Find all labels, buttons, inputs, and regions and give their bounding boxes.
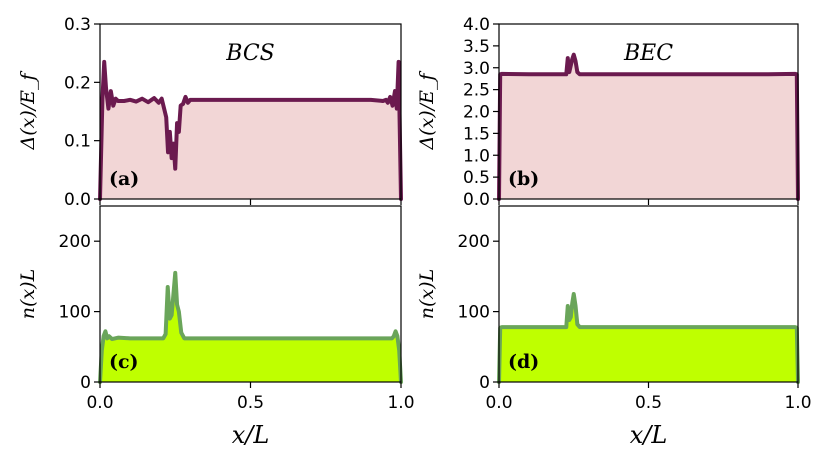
panel-c-x-ticks: 0.0 0.5 1.0	[86, 382, 415, 413]
panel-a-x-ticks	[99, 199, 402, 205]
panel-b-y-label: Δ(x)/E_f	[416, 71, 438, 151]
panel-b-area-fill	[499, 54, 798, 199]
panel-c-x-tick-label: 1.0	[387, 393, 414, 413]
panel-c-area-fill	[100, 272, 401, 382]
panel-c-density-bcs: 0 100 200 0.0 0.5 1.0 n(x)L (c)	[17, 205, 415, 413]
panel-b-x-ticks	[498, 199, 799, 205]
panel-d-label: (d)	[508, 351, 539, 373]
panel-c-y-label: n(x)L	[17, 269, 39, 319]
panel-a-y-tick-label: 0.0	[64, 190, 91, 210]
panel-b-y-tick-label: 0.0	[463, 190, 490, 210]
panel-a-area-fill	[100, 61, 401, 199]
panel-b-y-tick-label: 2.0	[463, 103, 490, 123]
panel-b-y-ticks: 0.00.51.01.52.02.53.03.54.0	[463, 15, 499, 210]
panel-b-gap-line	[497, 52, 800, 201]
panel-b-title: BEC	[623, 41, 673, 66]
panel-b-y-tick-label: 1.0	[463, 146, 490, 166]
panel-b-y-tick-label: 1.5	[463, 124, 490, 144]
panel-a-gap-bcs: 0.0 0.1 0.2 0.3 Δ(x)/E_f BCS (a)	[17, 15, 403, 210]
panel-a-y-tick-label: 0.3	[64, 15, 91, 35]
panel-d-y-label: n(x)L	[416, 269, 438, 319]
panel-d-y-tick-label: 100	[458, 303, 490, 323]
panel-d-y-tick-label: 0	[479, 373, 490, 393]
panel-d-x-tick-label: 0.0	[485, 393, 512, 413]
panel-a-y-tick-label: 0.2	[64, 73, 91, 93]
panel-d-x-tick-label: 1.0	[784, 393, 811, 413]
panel-d-density-bec: 0 100 200 0.0 0.5 1.0 n(x)L (d)	[416, 205, 812, 413]
panel-c-y-tick-label: 100	[59, 303, 91, 323]
panel-c-label: (c)	[109, 351, 139, 373]
panel-d-y-ticks: 0 100 200	[458, 232, 499, 393]
panel-a-gap-line	[98, 59, 403, 201]
panel-d-x-ticks: 0.0 0.5 1.0	[485, 382, 812, 413]
panel-c-density-line	[98, 270, 403, 384]
panel-c-x-tick-label: 0.0	[86, 393, 113, 413]
panel-b-label: (b)	[508, 168, 539, 190]
panel-b-y-tick-label: 0.5	[463, 168, 490, 188]
panel-a-y-ticks: 0.0 0.1 0.2 0.3	[64, 15, 100, 210]
panel-b-y-tick-label: 2.5	[463, 81, 490, 101]
panel-c-y-tick-label: 200	[59, 232, 91, 252]
panel-a-y-label: Δ(x)/E_f	[17, 71, 39, 151]
panel-b-gap-bec: 0.00.51.01.52.02.53.03.54.0 Δ(x)/E_f BEC…	[416, 15, 800, 210]
panel-b-y-tick-label: 3.5	[463, 37, 490, 57]
panel-c-y-ticks: 0 100 200	[59, 232, 100, 393]
x-axis-label-right: x/L	[630, 421, 668, 449]
panel-d-x-tick-label: 0.5	[635, 393, 662, 413]
panel-d-y-tick-label: 200	[458, 232, 490, 252]
panel-c-x-tick-label: 0.5	[237, 393, 264, 413]
panel-b-y-tick-label: 4.0	[463, 15, 490, 35]
panel-d-area-fill	[499, 294, 798, 382]
panel-a-y-tick-label: 0.1	[64, 132, 91, 152]
panel-a-title: BCS	[225, 41, 274, 66]
x-axis-label-left: x/L	[232, 421, 270, 449]
panel-d-density-line	[497, 292, 800, 384]
panel-b-y-tick-label: 3.0	[463, 59, 490, 79]
panel-c-y-tick-label: 0	[80, 373, 91, 393]
panel-a-label: (a)	[109, 168, 139, 190]
